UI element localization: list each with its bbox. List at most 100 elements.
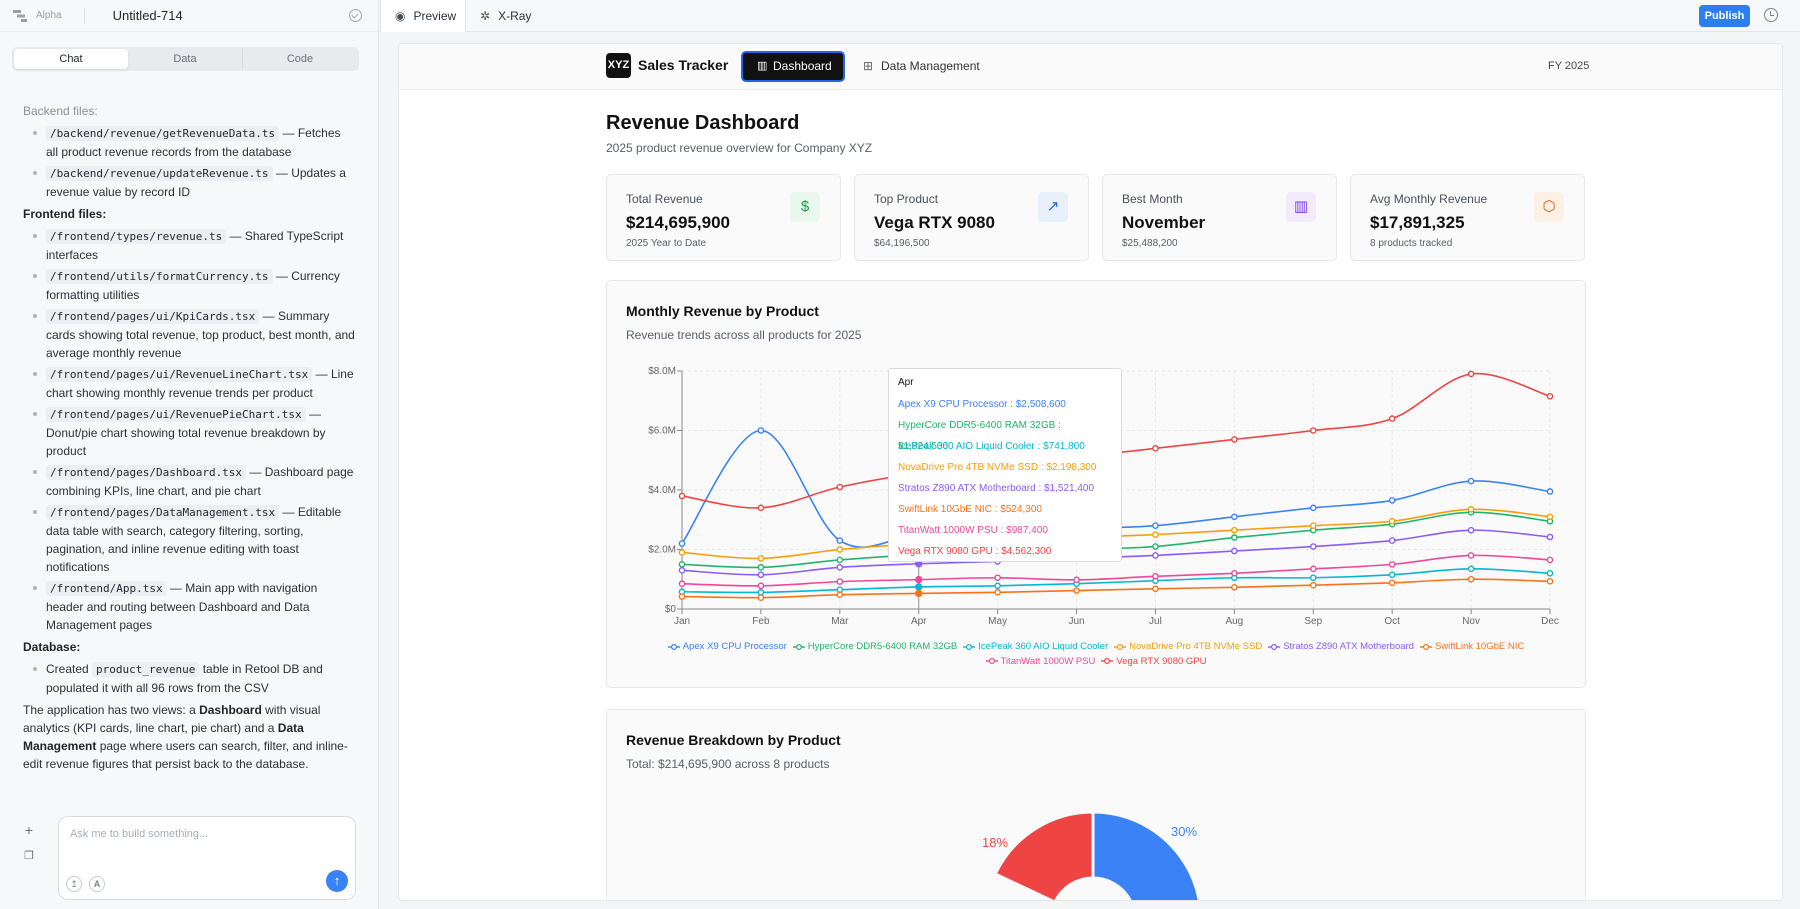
chart-tooltip: Apr Apex X9 CPU Processor : $2,508,600 Hy… <box>888 368 1122 562</box>
file-path: /frontend/pages/ui/RevenueLineChart.tsx <box>46 367 313 382</box>
tooltip-row: TitanWatt 1000W PSU : $987,400 <box>898 525 1048 536</box>
data-point <box>1152 445 1159 452</box>
tooltip-row: HyperCore DDR5-6400 RAM 32GB : $1,824,50… <box>898 420 1061 452</box>
file-desc: — Dashboard page combining KPIs, line ch… <box>46 465 354 498</box>
eye-icon: ◉ <box>395 9 406 23</box>
data-point <box>1231 547 1238 555</box>
db-text: table in Retool DB and populated it with… <box>46 662 323 695</box>
pie-chart[interactable] <box>399 44 1783 901</box>
card-subtitle: Revenue trends across all products for 2… <box>626 328 862 342</box>
data-point <box>836 546 844 553</box>
file-path: /backend/revenue/getRevenueData.ts <box>46 126 280 141</box>
data-point <box>994 582 1001 590</box>
list-item: /backend/revenue/updateRevenue.ts — Upda… <box>23 164 355 201</box>
file-desc: — Shared TypeScript interfaces <box>46 229 344 262</box>
composer-input[interactable]: Ask me to build something... <box>70 828 209 840</box>
frontend-heading: Frontend files: <box>23 207 107 221</box>
file-desc: — Line chart showing monthly revenue tre… <box>46 367 354 400</box>
data-point <box>1152 552 1159 559</box>
file-path: /backend/revenue/updateRevenue.ts <box>46 166 273 181</box>
data-point <box>1388 579 1396 587</box>
database-heading: Database: <box>23 640 81 654</box>
database-list: Created product_revenue table in Retool … <box>23 660 355 697</box>
legend-item[interactable]: HyperCore DDR5-6400 RAM 32GB <box>792 640 957 653</box>
file-path: /frontend/utils/formatCurrency.ts <box>46 269 273 284</box>
x-tick-label: Oct <box>1384 616 1400 627</box>
data-point <box>836 578 844 585</box>
data-point <box>1231 570 1238 577</box>
data-point <box>1388 415 1396 422</box>
legend-label: NovaDrive Pro 4TB NVMe SSD <box>1129 641 1263 652</box>
brand-logo[interactable]: XYZ <box>606 53 631 78</box>
x-tick-label: Jun <box>1068 616 1084 627</box>
kpi-detail: 2025 Year to Date <box>626 238 707 249</box>
data-point <box>678 492 686 500</box>
kpi-value: $17,891,325 <box>1370 213 1465 232</box>
legend-line-icon <box>1268 643 1281 650</box>
publish-button[interactable]: Publish <box>1699 5 1750 27</box>
kpi-card-avg-monthly: Avg Monthly Revenue $17,891,325 8 produc… <box>1350 174 1585 261</box>
chat-panel: Alpha Untitled-714 Chat Data Code Backen… <box>0 0 379 909</box>
x-tick-label: Dec <box>1541 616 1559 627</box>
kpi-label: Best Month <box>1122 192 1183 206</box>
frontend-file-list: /frontend/types/revenue.ts — Shared Type… <box>23 227 355 634</box>
y-tick-label: $6.0M <box>648 426 676 437</box>
tab-code[interactable]: Code <box>286 53 314 65</box>
divider <box>83 7 85 24</box>
page-subtitle: 2025 product revenue overview for Compan… <box>606 141 873 155</box>
backend-heading: Backend files: <box>23 104 98 118</box>
data-point <box>1546 533 1554 541</box>
data-point <box>1309 581 1317 589</box>
data-point <box>1546 556 1554 564</box>
tab-preview[interactable]: ◉ Preview <box>380 0 466 32</box>
x-tick-label: May <box>988 616 1007 627</box>
upload-icon[interactable]: ↥ <box>66 876 82 892</box>
legend-item[interactable]: NovaDrive Pro 4TB NVMe SSD <box>1114 640 1262 653</box>
model-icon[interactable]: A <box>89 876 105 892</box>
data-point <box>994 589 1001 596</box>
data-point <box>1467 552 1475 559</box>
package-icon: ⬡ <box>1534 192 1564 222</box>
summary-text: The application has two views: a Dashboa… <box>23 701 355 773</box>
data-point <box>678 567 686 574</box>
legend-item[interactable]: Apex X9 CPU Processor <box>667 640 787 653</box>
tab-label: Preview <box>413 9 457 23</box>
legend-label: SwiftLink 10GbE NIC <box>1434 641 1525 652</box>
pie-slice[interactable] <box>1091 810 1201 901</box>
data-point <box>836 564 844 571</box>
tab-data[interactable]: Data <box>128 49 243 69</box>
data-point <box>1467 526 1475 534</box>
legend-line-icon <box>963 643 976 650</box>
app-preview: XYZ Sales Tracker ▥ Dashboard ⊞ Data Manag… <box>398 43 1783 901</box>
data-point <box>1152 543 1159 550</box>
file-desc: — Summary cards showing total revenue, t… <box>46 309 355 360</box>
nav-dashboard[interactable]: ▥ Dashboard <box>741 51 845 82</box>
chat-bubbles-icon[interactable]: ❐ <box>24 850 34 862</box>
history-icon[interactable] <box>1764 8 1778 22</box>
legend-item[interactable]: SwiftLink 10GbE NIC <box>1419 640 1525 653</box>
pie-slice[interactable] <box>993 810 1095 901</box>
data-point <box>1309 574 1317 582</box>
file-path: /frontend/pages/Dashboard.tsx <box>46 465 247 480</box>
plus-icon[interactable]: + <box>24 822 34 838</box>
project-name[interactable]: Untitled-714 <box>112 8 183 23</box>
file-desc: — Fetches all product revenue records fr… <box>46 126 341 159</box>
card-subtitle: Total: $214,695,900 across 8 products <box>626 757 830 771</box>
legend-item[interactable]: Stratos Z890 ATX Motherboard <box>1268 640 1414 653</box>
data-point <box>836 537 844 544</box>
tab-xray[interactable]: ✲ X-Ray <box>466 0 545 32</box>
file-desc: — Updates a revenue value by record ID <box>46 166 346 199</box>
summary-bold: Dashboard <box>199 703 262 717</box>
tab-chat[interactable]: Chat <box>14 49 128 69</box>
legend-item[interactable]: TitanWatt 1000W PSU <box>985 655 1095 668</box>
tooltip-row: Stratos Z890 ATX Motherboard : $1,521,40… <box>898 483 1095 494</box>
chat-composer[interactable]: Ask me to build something... ↥ A ↑ <box>58 816 356 900</box>
legend-item[interactable]: IcePeak 360 AIO Liquid Cooler <box>963 640 1108 653</box>
send-button[interactable]: ↑ <box>326 870 348 892</box>
legend-line-icon <box>1114 643 1127 650</box>
x-tick-label: Sep <box>1304 616 1322 627</box>
app-logo-icon[interactable] <box>12 8 28 24</box>
legend-item[interactable]: Vega RTX 9080 GPU <box>1101 655 1207 668</box>
nav-data-management[interactable]: ⊞ Data Management <box>863 59 980 73</box>
legend-line-icon <box>792 643 805 650</box>
